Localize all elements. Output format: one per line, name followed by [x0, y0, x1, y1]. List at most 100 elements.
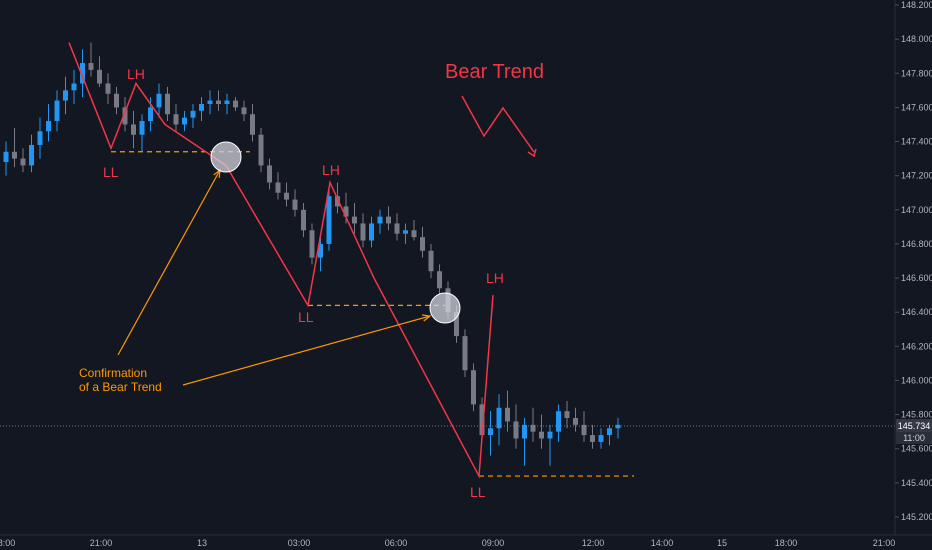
time-axis[interactable]: [0, 535, 932, 550]
candle-body: [267, 165, 272, 183]
candle-body: [335, 196, 340, 207]
candle-body: [20, 158, 26, 166]
candle-body: [105, 83, 111, 94]
confirmation-arrow: [182, 315, 431, 386]
candle-body: [607, 428, 612, 436]
candle-body: [318, 243, 323, 258]
price-tick-label: 147.400: [901, 137, 932, 147]
price-tick-label: 146.200: [901, 341, 932, 351]
candle-body: [233, 100, 238, 108]
candle-body: [581, 424, 587, 436]
candle-body: [530, 424, 536, 432]
candle-body: [309, 230, 315, 258]
candle-body: [224, 100, 230, 104]
candle-body: [573, 418, 578, 425]
candle-body: [513, 421, 519, 439]
price-tick-label: 145.400: [901, 478, 932, 488]
current-price-badge: [896, 419, 932, 432]
current-price-label: 145.734: [898, 421, 931, 431]
candle-body: [505, 407, 510, 422]
time-tick-label: 21:00: [90, 538, 113, 548]
candle-body: [29, 144, 34, 166]
lh-label-3: LH: [486, 270, 504, 286]
candle-body: [369, 223, 374, 241]
candle-body: [539, 431, 544, 439]
candle-body: [54, 100, 60, 122]
time-axis-ticks: 18:00 21:00 13 03:00 06:00 09:00 12:00 14:00 15 1…: [0, 538, 895, 548]
candle-body: [114, 93, 119, 108]
price-tick-label: 146.400: [901, 307, 932, 317]
candle-body: [131, 124, 136, 135]
price-axis[interactable]: [895, 0, 932, 535]
time-tick-label: 13: [197, 538, 207, 548]
candle-body: [139, 121, 145, 135]
candle-body: [12, 151, 17, 159]
candle-body: [488, 428, 493, 436]
candle-body: [199, 103, 204, 111]
candle-body: [598, 435, 604, 442]
candle-body: [97, 69, 102, 84]
candle-body: [615, 424, 621, 429]
lh-label-2: LH: [322, 162, 340, 178]
time-tick-label: 06:00: [385, 538, 408, 548]
candle-body: [250, 114, 255, 135]
confirmation-arrowhead: [421, 314, 432, 322]
ll-label-2: LL: [298, 309, 314, 325]
candle-body: [63, 90, 68, 101]
candle-body: [454, 312, 459, 337]
price-tick-label: 147.800: [901, 68, 932, 78]
lh-label-1: LH: [127, 66, 145, 82]
price-tick-label: 147.000: [901, 205, 932, 215]
zigzag-line: [68, 42, 494, 479]
candle-body: [411, 230, 417, 238]
price-tick-label: 148.200: [901, 0, 932, 10]
zigzag-polyline: [68, 42, 494, 479]
candle-body: [394, 223, 400, 234]
candle-body: [37, 131, 43, 145]
price-axis-ticks: 145.200 145.400 145.600 145.800 146.000 146.2…: [895, 0, 932, 522]
price-tick-label: 147.600: [901, 102, 932, 112]
candle-body: [564, 411, 570, 419]
candle-body: [241, 107, 247, 115]
candle-body: [462, 336, 468, 371]
ll-label-1: LL: [103, 164, 119, 180]
price-tick-label: 146.000: [901, 375, 932, 385]
time-tick-label: 03:00: [288, 538, 311, 548]
candle-body: [343, 206, 349, 217]
candle-body: [556, 411, 561, 432]
price-tick-label: 146.800: [901, 239, 932, 249]
candle-body: [3, 151, 9, 163]
candle-body: [80, 63, 85, 84]
candle-body: [207, 100, 213, 104]
candle-body: [275, 182, 281, 193]
confirmation-circle-2: [429, 292, 461, 324]
candle-body: [190, 110, 196, 118]
bear-trend-arrowhead: [527, 148, 537, 158]
candle-body: [284, 192, 289, 200]
candle-body: [156, 93, 162, 108]
candle-body: [428, 250, 434, 272]
candle-body: [71, 83, 77, 91]
candle-body: [590, 435, 595, 442]
support-levels: [111, 151, 634, 477]
time-label: 11:00: [903, 433, 925, 443]
time-tick-label: 09:00: [482, 538, 505, 548]
candle-body: [173, 114, 179, 125]
bear-trend-label: Bear Trend: [445, 61, 544, 83]
time-tick-label: 18:00: [775, 538, 798, 548]
price-tick-label: 145.800: [901, 410, 932, 420]
time-tick-label: 21:00: [873, 538, 896, 548]
candle-body: [471, 370, 476, 405]
candle-body: [496, 407, 502, 429]
time-tick-label: 12:00: [582, 538, 605, 548]
candle-body: [88, 63, 94, 70]
price-tick-label: 145.600: [901, 444, 932, 454]
time-tick-label: 15: [717, 538, 727, 548]
candle-body: [165, 93, 170, 115]
candle-body: [479, 404, 485, 436]
confirmation-text-line1: Confirmation: [79, 366, 147, 380]
candle-body: [301, 209, 306, 231]
candle-body: [547, 431, 553, 439]
